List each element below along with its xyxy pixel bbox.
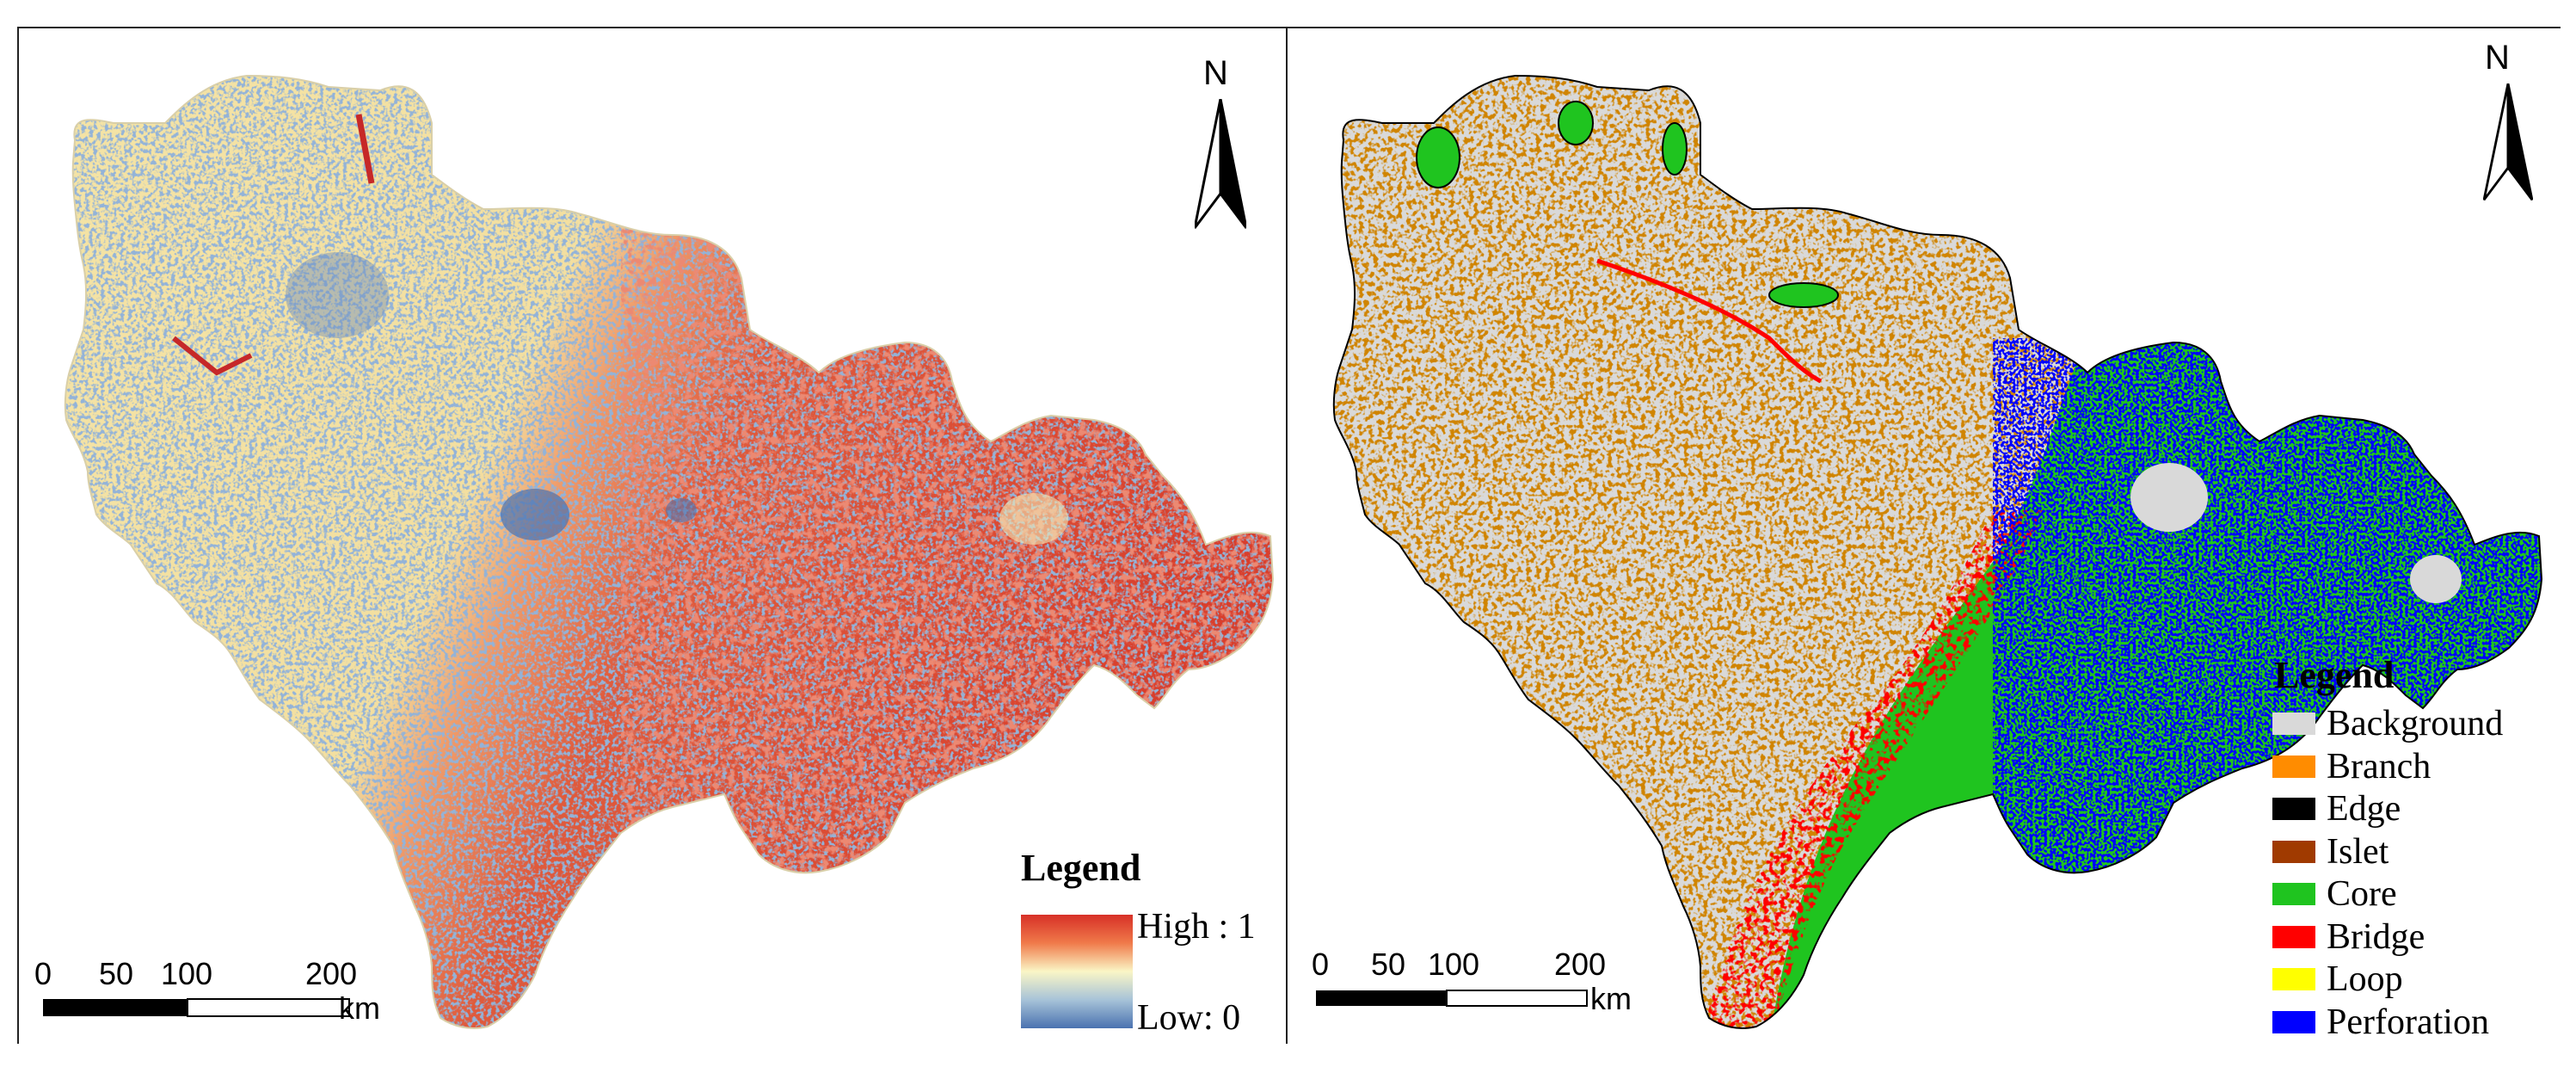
legend-title: Legend [1021, 847, 1141, 889]
legend-label: Bridge [2327, 916, 2425, 957]
legend-swatch [2272, 840, 2315, 863]
scale-unit: km [1590, 981, 1632, 1016]
scale-tick-200: 200 [305, 956, 358, 991]
north-label: N [1203, 54, 1228, 92]
legend-swatch [2272, 925, 2315, 948]
mspa-map [1332, 75, 2542, 1029]
legend-swatch [2272, 968, 2315, 990]
legend-swatch [2272, 755, 2315, 778]
legend-swatch [2272, 798, 2315, 820]
legend-high-label: High : 1 [1137, 907, 1256, 947]
scale-tick-50: 50 [1371, 947, 1406, 982]
legend-swatch [2272, 712, 2315, 735]
scale-bar [43, 998, 350, 1017]
north-arrow-icon [2483, 83, 2533, 201]
scale-unit: km [339, 990, 380, 1026]
legend-label: Loop [2327, 959, 2403, 999]
legend-low-label: Low: 0 [1137, 998, 1241, 1038]
north-label: N [2485, 39, 2510, 77]
legend-label: Branch [2327, 746, 2432, 786]
legend-label: Edge [2327, 789, 2401, 829]
legend-gradient [1021, 915, 1133, 1028]
suitability-map [64, 75, 1274, 1029]
legend-label: Islet [2327, 831, 2389, 872]
north-arrow-icon [1195, 99, 1246, 229]
scale-tick-100: 100 [1428, 947, 1480, 982]
map-panel-left: N 0 50 100 200 km Legend High : 1 Low: 0 [17, 27, 1288, 1044]
legend-swatch [2272, 883, 2315, 905]
scale-tick-0: 0 [34, 956, 52, 991]
legend-title: Legend [2274, 654, 2395, 696]
legend-label: Core [2327, 874, 2397, 914]
scale-tick-0: 0 [1312, 947, 1330, 982]
legend-swatch [2272, 1010, 2315, 1033]
scale-tick-200: 200 [1554, 947, 1607, 982]
map-panel-right: N 0 50 100 200 km Legend Background Bran… [1286, 27, 2561, 1044]
scale-tick-50: 50 [99, 956, 134, 991]
legend-label: Perforation [2327, 1002, 2489, 1042]
legend-label: Background [2327, 704, 2504, 743]
raster-layer [65, 76, 1273, 1028]
scale-bar [1316, 990, 1588, 1007]
scale-tick-100: 100 [161, 956, 213, 991]
